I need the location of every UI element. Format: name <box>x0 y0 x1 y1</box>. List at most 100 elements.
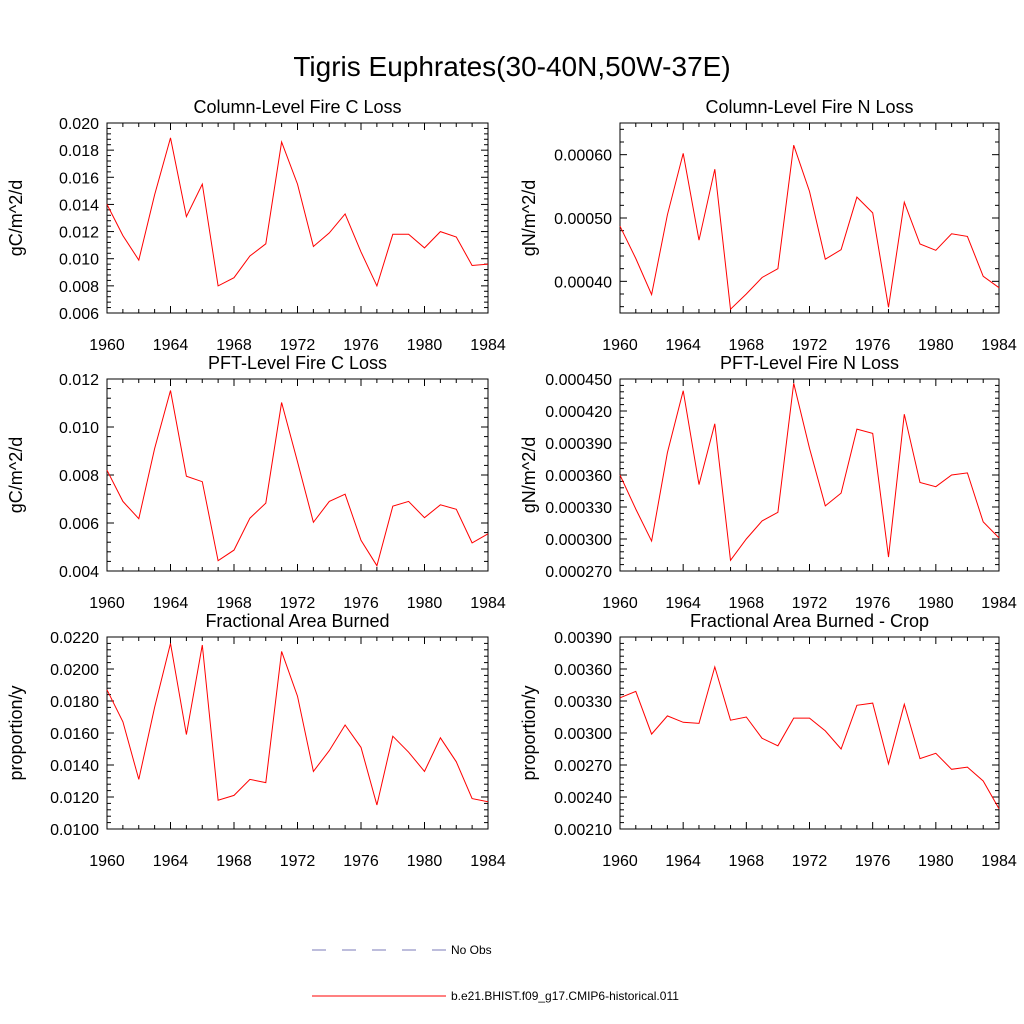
y-tick-label: 0.0200 <box>50 662 99 679</box>
x-tick-label: 1960 <box>89 853 125 870</box>
x-tick-label: 1976 <box>343 853 379 870</box>
x-tick-label: 1976 <box>855 853 891 870</box>
panel-title: Fractional Area Burned <box>205 611 389 631</box>
plot-frame <box>619 636 1000 830</box>
y-tick-label: 0.00270 <box>554 758 612 775</box>
y-axis-label: gN/m^2/d <box>519 437 539 513</box>
y-tick-label: 0.0140 <box>50 758 99 775</box>
x-tick-label: 1960 <box>89 595 125 612</box>
x-tick-label: 1968 <box>216 337 252 354</box>
x-tick-label: 1980 <box>918 595 954 612</box>
y-axis-label: proportion/y <box>519 685 539 780</box>
y-tick-label: 0.0220 <box>50 630 99 647</box>
x-tick-label: 1964 <box>665 337 701 354</box>
y-tick-label: 0.000300 <box>545 532 612 549</box>
y-tick-label: 0.00210 <box>554 822 612 839</box>
y-tick-label: 0.008 <box>59 279 99 296</box>
y-tick-label: 0.006 <box>59 306 99 323</box>
x-tick-label: 1984 <box>981 595 1017 612</box>
x-tick-label: 1972 <box>280 595 316 612</box>
legend: No Obs b.e21.BHIST.f09_g17.CMIP6-histori… <box>312 943 679 1003</box>
x-tick-label: 1968 <box>729 595 765 612</box>
x-tick-label: 1980 <box>407 595 443 612</box>
panel-1: 1960 1964 1968 1972 1976 1980 1984 0.006 0.008 0.… <box>6 97 506 354</box>
x-tick-label: 1984 <box>470 337 506 354</box>
panel-6: 1960 1964 1968 1972 1976 1980 1984 0.00210 0.002… <box>519 611 1017 870</box>
panel-title: PFT-Level Fire N Loss <box>720 353 899 373</box>
x-tick-label: 1984 <box>470 853 506 870</box>
x-tick-label: 1964 <box>153 337 189 354</box>
series-line <box>106 390 489 567</box>
legend-obs-label: No Obs <box>451 943 492 957</box>
y-tick-label: 0.004 <box>59 564 99 581</box>
y-tick-label: 0.00240 <box>554 790 612 807</box>
series-line <box>106 643 489 806</box>
y-tick-label: 0.020 <box>59 116 99 133</box>
y-tick-label: 0.000270 <box>545 564 612 581</box>
panels: 1960 1964 1968 1972 1976 1980 1984 0.006 0.008 0.… <box>6 97 1017 870</box>
panel-title: Column-Level Fire N Loss <box>705 97 913 117</box>
y-tick-label: 0.00040 <box>554 274 612 291</box>
x-tick-label: 1968 <box>729 853 765 870</box>
y-tick-label: 0.0160 <box>50 726 99 743</box>
panel-title: PFT-Level Fire C Loss <box>208 353 387 373</box>
y-tick-label: 0.012 <box>59 372 99 389</box>
y-tick-label: 0.012 <box>59 225 99 242</box>
x-tick-label: 1972 <box>792 853 828 870</box>
x-tick-label: 1960 <box>89 337 125 354</box>
x-tick-label: 1976 <box>855 337 891 354</box>
x-tick-label: 1980 <box>918 853 954 870</box>
y-tick-label: 0.008 <box>59 468 99 485</box>
series-line <box>619 383 1000 562</box>
y-axis-label: gC/m^2/d <box>6 180 26 256</box>
plot-frame <box>106 636 489 830</box>
series-line <box>106 137 489 288</box>
plot-frame <box>106 378 489 572</box>
y-tick-label: 0.00060 <box>554 148 612 165</box>
y-tick-label: 0.006 <box>59 516 99 533</box>
y-tick-label: 0.00050 <box>554 211 612 228</box>
series-line <box>619 665 1000 809</box>
x-tick-label: 1984 <box>470 595 506 612</box>
y-tick-label: 0.00390 <box>554 630 612 647</box>
x-tick-label: 1960 <box>602 595 638 612</box>
y-tick-label: 0.000330 <box>545 500 612 517</box>
legend-model-label: b.e21.BHIST.f09_g17.CMIP6-historical.011 <box>451 989 679 1003</box>
x-tick-label: 1968 <box>216 595 252 612</box>
x-tick-label: 1964 <box>153 853 189 870</box>
panel-4: 1960 1964 1968 1972 1976 1980 1984 0.000270 0.00… <box>519 353 1017 612</box>
y-axis-label: gN/m^2/d <box>519 180 539 256</box>
y-tick-label: 0.0120 <box>50 790 99 807</box>
x-tick-label: 1984 <box>981 337 1017 354</box>
x-tick-label: 1980 <box>918 337 954 354</box>
x-tick-label: 1976 <box>343 595 379 612</box>
y-tick-label: 0.010 <box>59 252 99 269</box>
y-axis-label: gC/m^2/d <box>6 437 26 513</box>
series-line <box>619 145 1000 311</box>
y-tick-label: 0.018 <box>59 143 99 160</box>
panel-title: Column-Level Fire C Loss <box>193 97 401 117</box>
panel-3: 1960 1964 1968 1972 1976 1980 1984 0.004 0.006 0.… <box>6 353 506 612</box>
y-axis-label: proportion/y <box>6 685 26 780</box>
x-tick-label: 1964 <box>665 853 701 870</box>
x-tick-label: 1980 <box>407 853 443 870</box>
x-tick-label: 1976 <box>855 595 891 612</box>
x-tick-label: 1972 <box>792 595 828 612</box>
plot-frame <box>106 122 489 314</box>
plot-frame <box>619 122 1000 314</box>
y-tick-label: 0.016 <box>59 170 99 187</box>
x-tick-label: 1964 <box>665 595 701 612</box>
y-tick-label: 0.000390 <box>545 436 612 453</box>
y-tick-label: 0.00300 <box>554 726 612 743</box>
y-tick-label: 0.000450 <box>545 372 612 389</box>
x-tick-label: 1968 <box>729 337 765 354</box>
x-tick-label: 1976 <box>343 337 379 354</box>
panel-5: 1960 1964 1968 1972 1976 1980 1984 0.0100 0.0120… <box>6 611 506 870</box>
figure-title: Tigris Euphrates(30-40N,50W-37E) <box>293 51 730 82</box>
x-tick-label: 1984 <box>981 853 1017 870</box>
x-tick-label: 1968 <box>216 853 252 870</box>
x-tick-label: 1964 <box>153 595 189 612</box>
y-tick-label: 0.0180 <box>50 694 99 711</box>
x-tick-label: 1960 <box>602 337 638 354</box>
x-tick-label: 1972 <box>792 337 828 354</box>
